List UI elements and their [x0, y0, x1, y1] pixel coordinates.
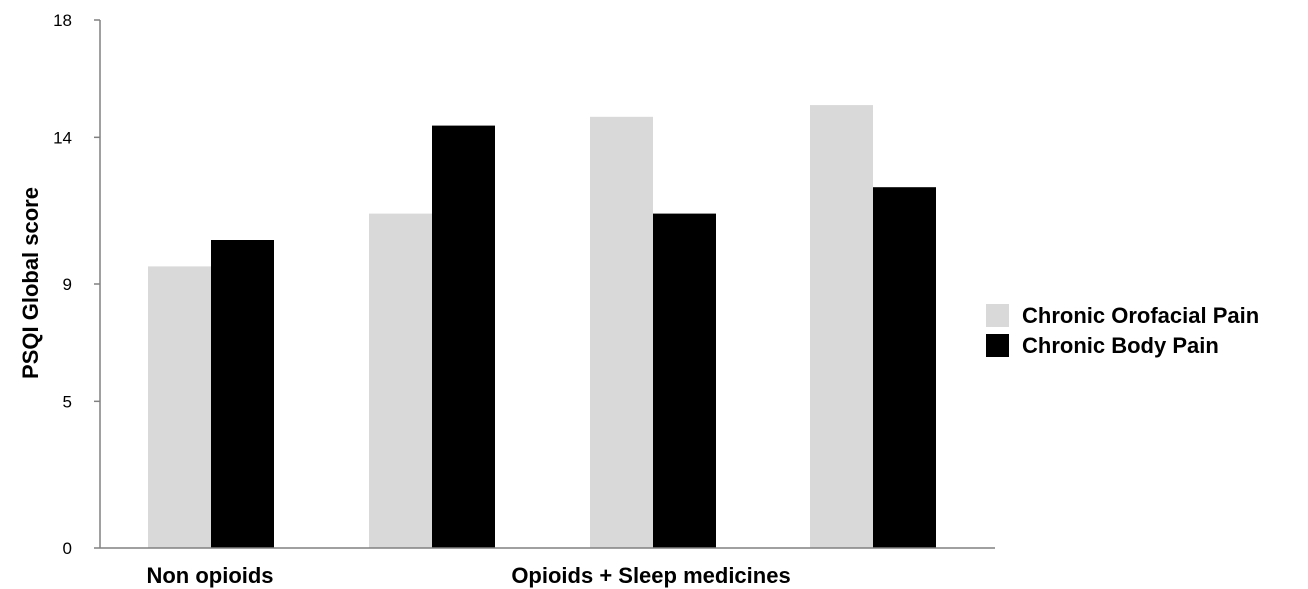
bar-body-1: [211, 240, 274, 548]
bar-orofacial-3: [590, 116, 653, 549]
bar-body-4: [873, 187, 936, 548]
category-labels-group: Non opioids Opioids + Sleep medicines: [146, 563, 790, 588]
bar-body-3: [653, 213, 716, 548]
y-tick-label: 18: [53, 11, 72, 30]
bars-group: [148, 105, 936, 549]
bar-orofacial-2: [369, 213, 432, 548]
legend-label: Chronic Body Pain: [1022, 333, 1219, 358]
y-ticks-group: 0 5 9 14 18: [53, 11, 100, 558]
y-axis-label: PSQI Global score: [18, 187, 43, 379]
y-tick-label: 9: [63, 275, 72, 294]
bar-orofacial-1: [148, 266, 211, 548]
y-tick-label: 14: [53, 128, 72, 147]
legend-swatch: [986, 334, 1009, 357]
category-label: Non opioids: [146, 563, 273, 588]
legend: Chronic Orofacial Pain Chronic Body Pain: [986, 303, 1259, 358]
bar-orofacial-4: [810, 105, 873, 549]
legend-label: Chronic Orofacial Pain: [1022, 303, 1259, 328]
y-tick-label: 5: [63, 392, 72, 411]
y-tick-label: 0: [63, 539, 72, 558]
legend-swatch: [986, 304, 1009, 327]
bar-body-2: [432, 125, 495, 548]
category-label: Opioids + Sleep medicines: [511, 563, 790, 588]
